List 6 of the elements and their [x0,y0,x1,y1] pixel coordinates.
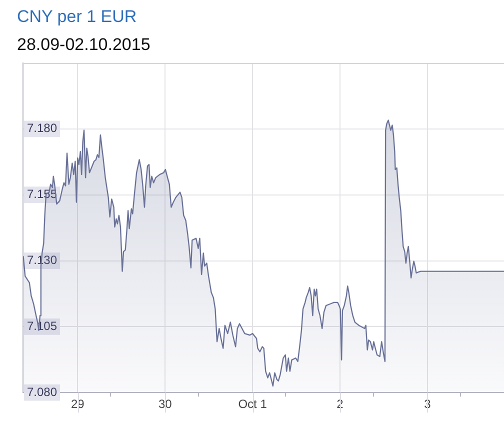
y-tick-label: 7.180 [27,121,58,136]
chart-title: CNY per 1 EUR [17,7,137,27]
x-tick-label: Oct 1 [238,397,268,412]
chart-subtitle: 28.09-02.10.2015 [17,35,150,55]
x-tick-label: 30 [158,397,172,412]
y-tick-label: 7.080 [27,384,58,399]
